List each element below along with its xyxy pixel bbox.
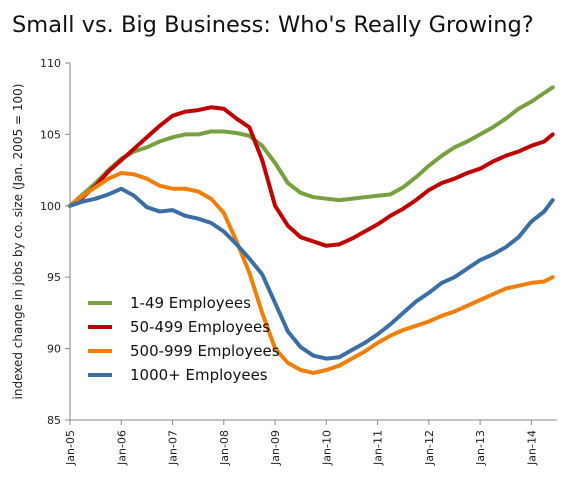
x-tick-label: Jan-12	[423, 430, 436, 466]
y-axis-label: indexed change in jobs by co. size (Jan.…	[11, 84, 25, 400]
x-tick-label: Jan-08	[218, 430, 231, 466]
series-line-0	[68, 85, 555, 208]
y-tick-label: 85	[47, 414, 61, 427]
legend: 1-49 Employees 50-499 Employees 500-999 Em…	[88, 294, 280, 384]
series-line-2	[68, 171, 555, 375]
legend-label-0: 1-49 Employees	[130, 294, 251, 312]
x-tick-label: Jan-06	[115, 430, 128, 466]
x-tick-label: Jan-11	[372, 430, 385, 466]
x-tick-label: Jan-09	[269, 430, 282, 466]
x-tick-label: Jan-07	[167, 430, 180, 466]
y-tick-label: 95	[47, 271, 61, 284]
x-tick-label: Jan-10	[320, 430, 333, 466]
y-tick-label: 100	[40, 200, 61, 213]
y-axis-ticks: 85 90 95 100 105 110	[40, 57, 70, 427]
series-line-3	[68, 186, 555, 361]
series-line-1	[68, 105, 555, 248]
chart-title: Small vs. Big Business: Who's Really Gro…	[12, 12, 534, 38]
x-axis-ticks: Jan-05 Jan-06 Jan-07 Jan-08 Jan-09 Jan-10 Jan-…	[64, 420, 538, 466]
y-tick-label: 110	[40, 57, 61, 70]
x-tick-label: Jan-14	[525, 430, 538, 466]
legend-label-3: 1000+ Employees	[130, 366, 268, 384]
legend-label-2: 500-999 Employees	[130, 342, 280, 360]
legend-label-1: 50-499 Employees	[130, 318, 270, 336]
axes	[69, 63, 557, 421]
y-tick-label: 105	[40, 128, 61, 141]
x-tick-label: Jan-05	[64, 430, 77, 466]
x-tick-label: Jan-13	[474, 430, 487, 466]
series-lines	[68, 85, 555, 375]
y-tick-label: 90	[47, 343, 61, 356]
